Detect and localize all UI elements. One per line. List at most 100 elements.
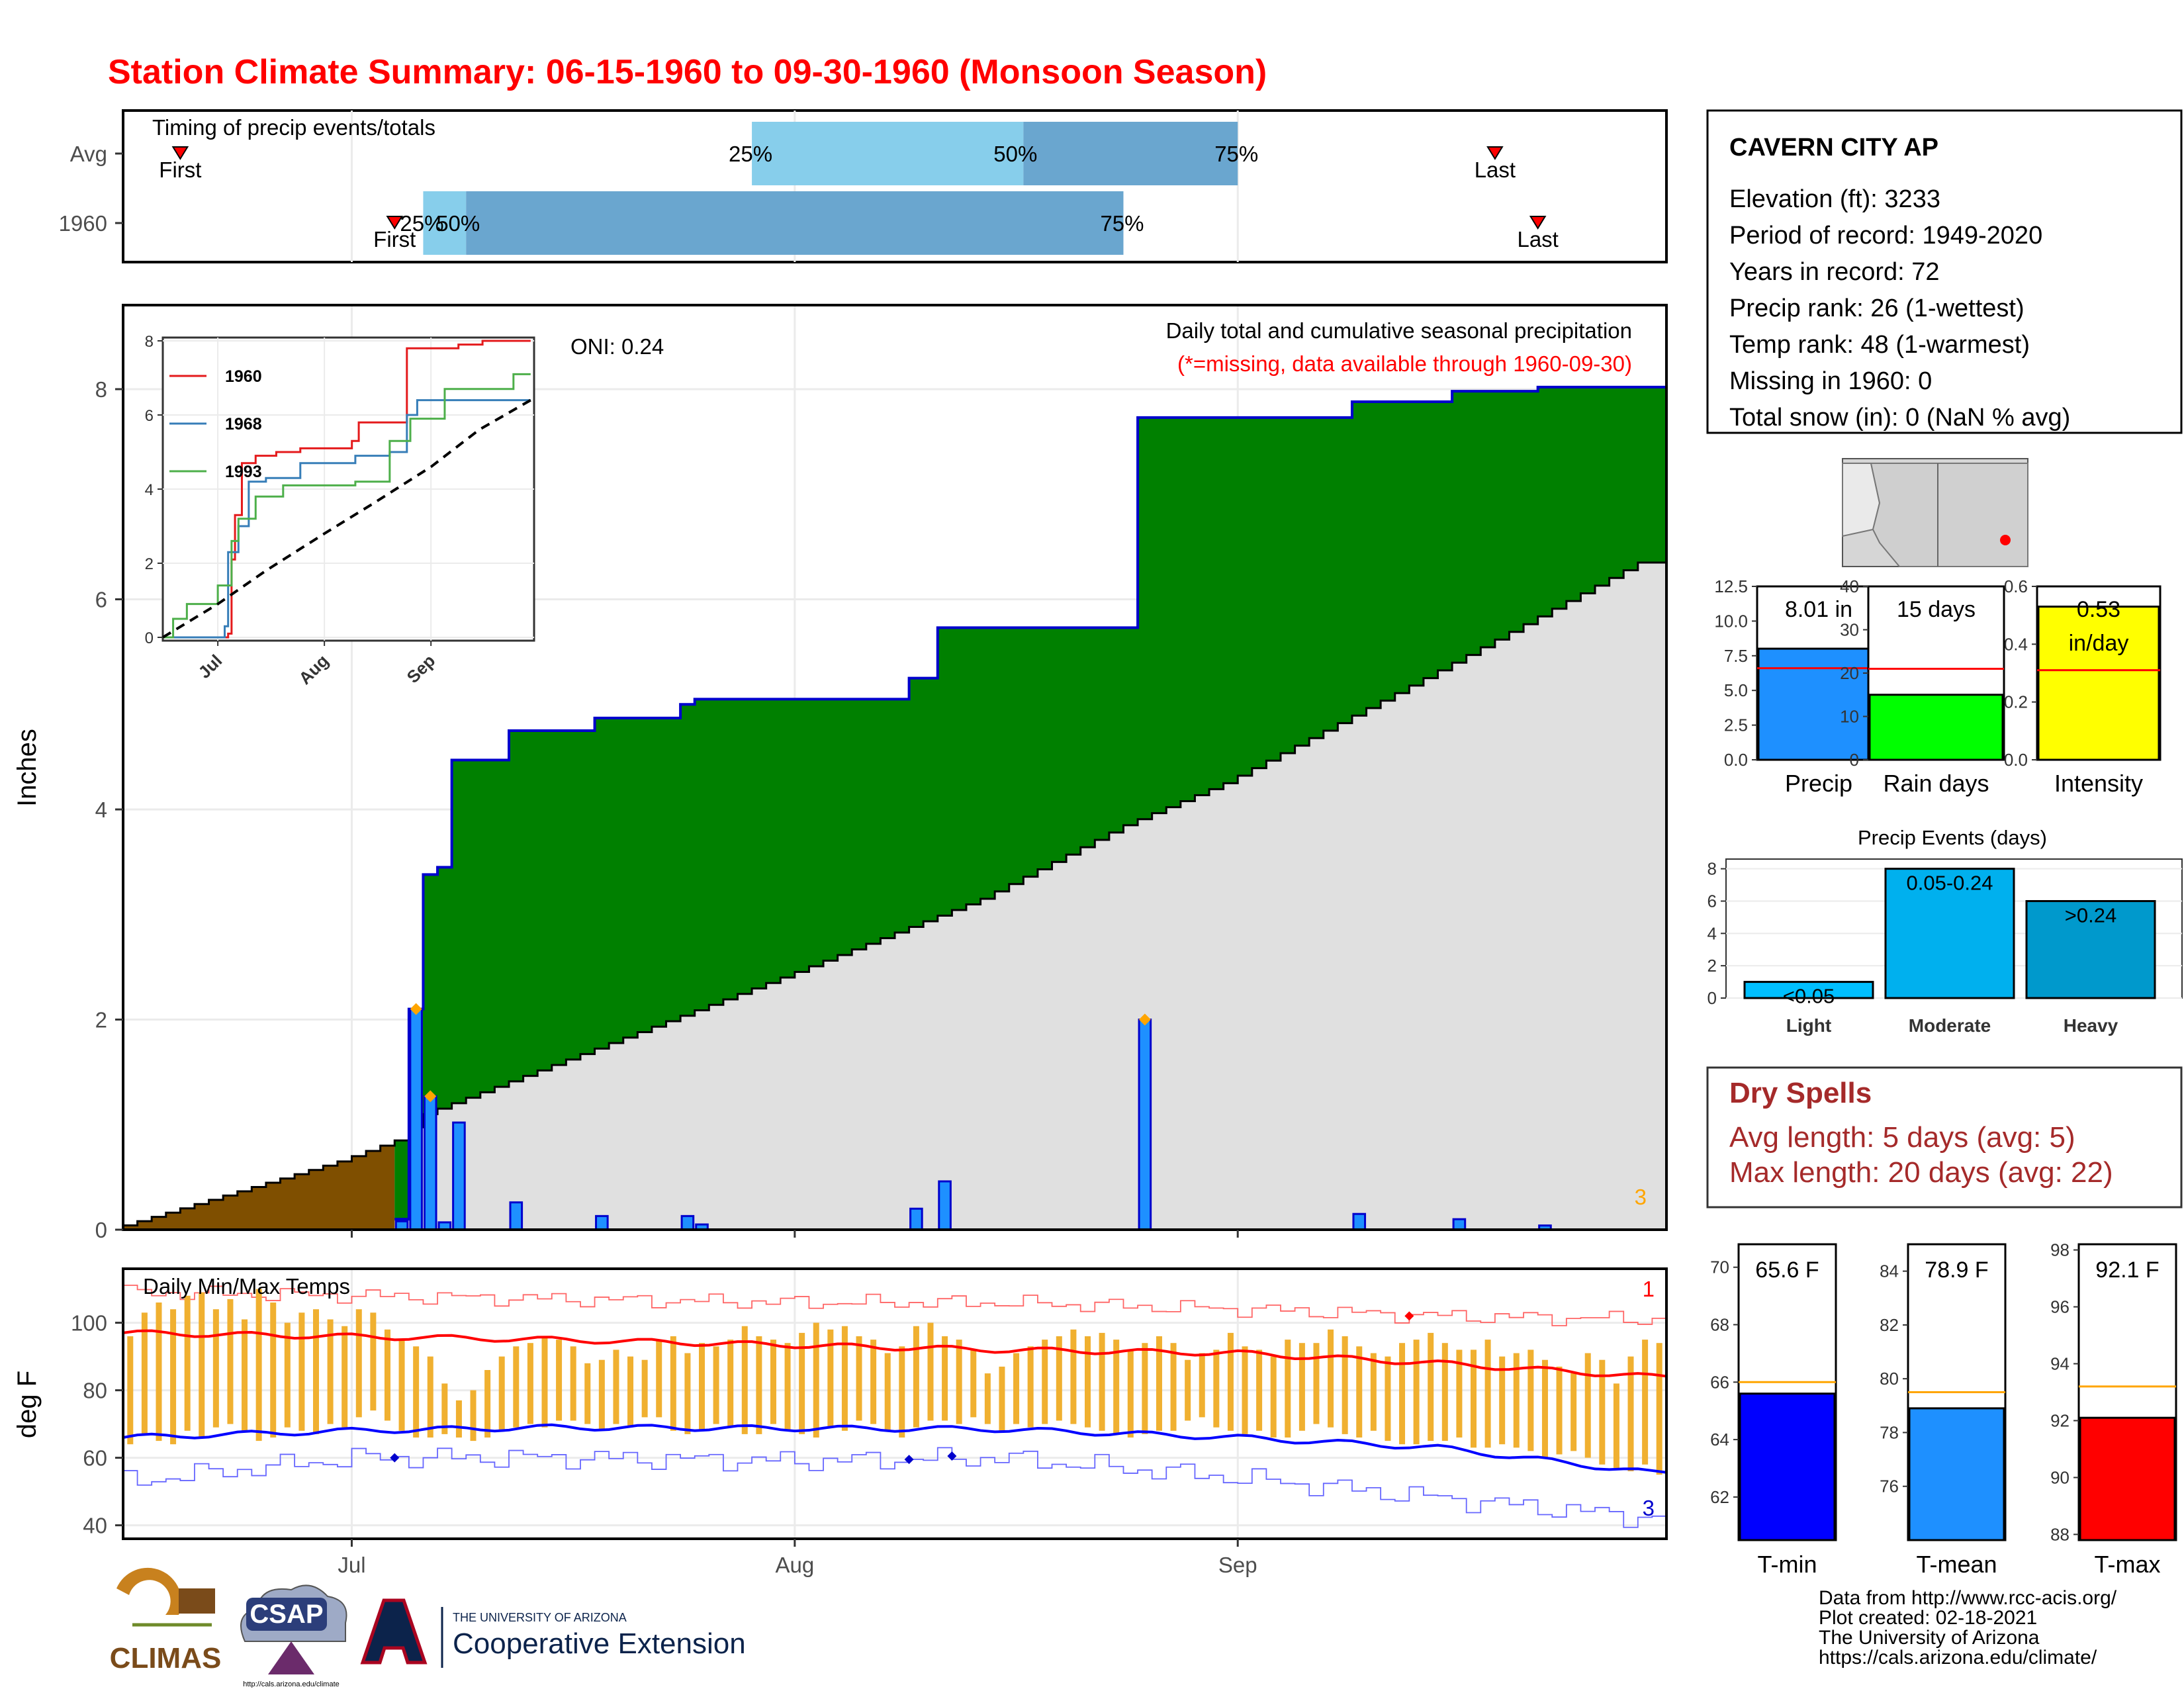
daily-temp-bar: [770, 1340, 776, 1424]
daily-temp-bar: [613, 1349, 619, 1424]
temp-gauge-tick-label: 68: [1710, 1315, 1729, 1335]
daily-temp-bar: [927, 1322, 934, 1421]
record-marker: [1404, 1311, 1414, 1321]
daily-temp-bar: [156, 1303, 162, 1441]
temps-ytick-label: 40: [83, 1514, 107, 1538]
station-location-dot: [2000, 535, 2011, 545]
timing-row-label: Avg: [70, 142, 107, 166]
precip-events-chart: Precip Events (days) <0.05 Light 0.05-0.24 M…: [1707, 826, 2183, 1036]
daily-temp-bar: [1185, 1359, 1191, 1421]
timing-last-marker: [1486, 146, 1504, 160]
daily-temp-bar: [913, 1326, 919, 1428]
daily-temp-bar: [455, 1400, 462, 1438]
inset-avg-line: [161, 398, 531, 639]
main-ytick-label: 8: [95, 377, 107, 402]
daily-temp-bar: [1627, 1356, 1634, 1471]
daily-temp-bar: [584, 1363, 591, 1424]
daily-temp-bar: [827, 1329, 834, 1428]
gauge-name: Intensity: [2054, 770, 2143, 797]
daily-temp-bar: [127, 1336, 134, 1445]
daily-temps-panel: 40 60 80 100 Jul Aug Sep Daily Min/Max Temps deg…: [13, 1267, 1668, 1577]
temps-ytick-label: 80: [83, 1379, 107, 1403]
temps-ytick-label: 100: [71, 1311, 107, 1336]
timing-p75-label: 75%: [1214, 142, 1258, 166]
gauge-name: Rain days: [1883, 770, 1989, 797]
missing-count: 3: [1635, 1185, 1647, 1209]
temp-gauge-tick-label: 80: [1880, 1369, 1899, 1389]
daily-temp-bar: [298, 1312, 305, 1431]
daily-temp-bar: [841, 1326, 848, 1431]
cumulative-1960-line: [394, 385, 1666, 1221]
missing-marker: [424, 1090, 437, 1103]
inset-ytick-label: 6: [145, 407, 154, 425]
map-region-newmexico: [1937, 463, 2028, 567]
main-ylabel: Inches: [13, 729, 42, 807]
temps-bg: [123, 1269, 1666, 1539]
timing-box-q2: [466, 191, 1124, 255]
station-info-line: Period of record: 1949-2020: [1729, 222, 2042, 250]
inset-legend-label: 1968: [225, 415, 262, 434]
daily-temp-bar: [984, 1373, 991, 1424]
timing-row-label: 1960: [59, 211, 107, 236]
main-ytick-label: 2: [95, 1008, 107, 1032]
events-bar: [1743, 981, 1874, 999]
dry-spells-title: Dry Spells: [1729, 1077, 1872, 1109]
daily-temp-bar: [799, 1332, 805, 1434]
daily-temp-bar: [1570, 1373, 1577, 1451]
timing-box-q2: [1023, 122, 1238, 185]
record-min-line: [123, 1447, 1666, 1528]
missing-marker: [1138, 1013, 1151, 1026]
dry-spells-box: Dry Spells Avg length: 5 days (avg: 5)Max…: [1706, 1066, 2183, 1209]
daily-temp-bar: [899, 1346, 905, 1438]
events-bar: [1884, 868, 2015, 999]
timing-p75-label: 75%: [1100, 211, 1144, 236]
daily-temp-bar: [1556, 1366, 1563, 1455]
events-bar-label: >0.24: [2065, 903, 2116, 927]
events-bar: [2025, 899, 2156, 999]
daily-temp-bar: [598, 1359, 605, 1431]
daily-precip-bar: [680, 1214, 695, 1231]
csap-logo-text: CSAP: [250, 1600, 323, 1629]
temp-gauge-name: T-mean: [1916, 1551, 1997, 1578]
climas-logo-mark: [116, 1567, 182, 1615]
daily-temp-bar: [1298, 1343, 1305, 1431]
events-tick-label: 2: [1707, 956, 1717, 976]
missing-note: (*=missing, data available through 1960-…: [1177, 351, 1632, 376]
gauge-bar: [1757, 647, 1880, 761]
daily-temp-bar: [1656, 1343, 1662, 1475]
avg-max-line: [122, 1329, 1667, 1378]
ua-name-small: THE UNIVERSITY OF ARIZONA: [453, 1611, 627, 1624]
temp-gauge-tick-label: 62: [1710, 1487, 1729, 1507]
daily-temp-bar: [1356, 1346, 1363, 1438]
timing-p25-label: 25%: [729, 142, 772, 166]
timing-p50-label: 50%: [993, 142, 1037, 166]
credit-line: Data from http://www.rcc-acis.org/: [1819, 1587, 2117, 1609]
daily-precip-bar: [1352, 1212, 1367, 1231]
daily-temp-bar: [1099, 1332, 1105, 1431]
record-min-count: 3: [1643, 1496, 1655, 1520]
temp-gauge-name: T-max: [2094, 1551, 2160, 1578]
temp-gauge-name: T-min: [1758, 1551, 1817, 1578]
daily-temp-bar: [942, 1336, 948, 1421]
daily-temp-bar: [699, 1343, 705, 1431]
station-info-box: CAVERN CITY AP Elevation (ft): 3233 Period…: [1706, 109, 2183, 434]
footer: Data from http://www.rcc-acis.org/Plot c…: [110, 1567, 2117, 1688]
daily-temp-bar: [1642, 1340, 1649, 1465]
csap-url: http://cals.arizona.edu/climate: [243, 1680, 340, 1688]
daily-precip-bar: [938, 1180, 952, 1231]
daily-temp-bar: [1213, 1349, 1220, 1428]
daily-precip-bar: [1138, 1019, 1152, 1231]
gauge-tick-label: 30: [1840, 620, 1859, 640]
temp-gauge-tick-label: 90: [2050, 1467, 2070, 1487]
temp-gauge-tick-label: 94: [2050, 1354, 2070, 1374]
daily-temp-bar: [1385, 1356, 1391, 1441]
gauge-value-label: 15 days: [1897, 597, 1976, 622]
gauge-name: Precip: [1785, 770, 1852, 797]
daily-temp-bar: [670, 1336, 676, 1431]
gauge-tick-label: 0.6: [2004, 576, 2028, 596]
main-subtitle: Daily total and cumulative seasonal prec…: [1166, 318, 1632, 343]
daily-temp-bar: [313, 1309, 319, 1434]
daily-temp-bar: [684, 1353, 691, 1434]
missing-marker: [410, 1003, 422, 1015]
record-max-line: [123, 1285, 1666, 1326]
